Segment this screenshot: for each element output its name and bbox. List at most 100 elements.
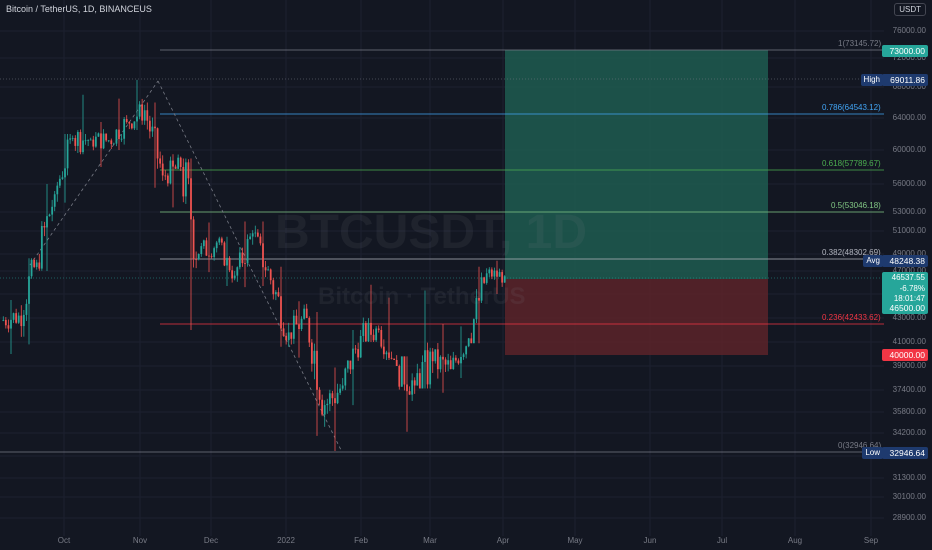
- candle-body: [501, 272, 504, 283]
- candle-body: [159, 158, 162, 164]
- candle-body: [416, 373, 419, 386]
- candle-body: [393, 358, 396, 360]
- candle-body: [377, 328, 380, 330]
- candle-body: [71, 138, 74, 139]
- y-axis-label: 30100.00: [892, 492, 926, 501]
- target-price-tag: 73000.00: [882, 45, 928, 57]
- candle-body: [424, 350, 426, 362]
- candle-body: [256, 232, 259, 237]
- candle-body: [97, 133, 100, 137]
- candle-body: [478, 297, 480, 301]
- candle-body: [246, 239, 249, 264]
- candle-body: [233, 275, 236, 279]
- fib-label: 0.618(57789.67): [822, 159, 881, 168]
- candle-body: [277, 292, 280, 297]
- y-axis-label: 39000.00: [892, 361, 926, 370]
- candle-body: [439, 356, 442, 370]
- stop-zone: [505, 279, 768, 355]
- candle-body: [364, 323, 367, 342]
- candle-body: [53, 194, 56, 207]
- avg-label: Avg: [863, 255, 883, 267]
- candle-body: [123, 119, 126, 139]
- candle-body: [177, 157, 180, 169]
- candle-body: [169, 160, 172, 184]
- candle-body: [254, 232, 257, 234]
- candle-body: [290, 332, 293, 339]
- candle-body: [496, 270, 498, 277]
- candle-body: [102, 133, 105, 149]
- x-axis-label: Feb: [354, 536, 368, 545]
- candle-body: [249, 236, 252, 240]
- candle-body: [308, 318, 311, 343]
- candle-body: [164, 175, 167, 177]
- candle-body: [339, 388, 342, 393]
- candle-body: [382, 346, 385, 355]
- candle-body: [429, 351, 432, 385]
- candle-body: [411, 380, 414, 395]
- currency-button[interactable]: USDT: [894, 3, 926, 16]
- candle-body: [143, 110, 146, 121]
- x-axis-label: 2022: [277, 536, 295, 545]
- candle-body: [493, 270, 496, 277]
- candle-body: [100, 133, 102, 149]
- candle-body: [470, 338, 473, 344]
- candle-body: [328, 393, 331, 404]
- candle-body: [287, 332, 290, 341]
- candle-body: [43, 225, 46, 228]
- candle-body: [264, 267, 267, 271]
- candle-body: [488, 269, 491, 274]
- candle-body: [7, 325, 10, 329]
- candle-body: [447, 360, 450, 365]
- candle-body: [197, 254, 200, 260]
- candle-body: [146, 110, 149, 121]
- candle-body: [82, 140, 84, 153]
- candle-body: [434, 349, 437, 362]
- low-price-tag: 32946.64: [882, 447, 928, 459]
- candle-body: [66, 139, 69, 169]
- candle-body: [223, 242, 226, 266]
- candle-body: [30, 259, 33, 277]
- low-label: Low: [862, 447, 883, 459]
- candle-body: [118, 129, 120, 140]
- candle-body: [4, 319, 7, 326]
- candle-body: [130, 123, 133, 129]
- candle-body: [452, 357, 455, 369]
- candle-body: [61, 177, 64, 179]
- candle-body: [200, 246, 203, 254]
- avg-price-tag: 48248.38: [882, 255, 928, 267]
- candle-body: [295, 315, 298, 325]
- candle-body: [367, 322, 370, 342]
- candle-body: [274, 292, 277, 295]
- candle-body: [426, 350, 429, 385]
- fib-label: 0(32946.64): [838, 441, 882, 450]
- candle-body: [35, 262, 38, 267]
- entry-price-tag: 46500.00: [882, 302, 928, 314]
- candle-body: [318, 389, 321, 400]
- candle-body: [195, 259, 198, 260]
- candle-body: [94, 136, 97, 147]
- candle-body: [480, 277, 483, 301]
- candle-body: [336, 392, 339, 404]
- candle-body: [421, 361, 424, 389]
- candle-body: [138, 104, 141, 117]
- candle-body: [231, 270, 234, 279]
- x-axis-label: Apr: [496, 536, 510, 545]
- candle-body: [236, 267, 239, 276]
- candle-body: [17, 315, 20, 323]
- candle-body: [398, 366, 401, 387]
- candle-body: [210, 256, 213, 258]
- candle-body: [115, 129, 118, 144]
- candle-body: [151, 126, 154, 132]
- candle-body: [76, 132, 79, 146]
- candle-body: [56, 185, 59, 195]
- candle-body: [89, 139, 92, 141]
- candle-body: [359, 336, 362, 358]
- candle-body: [370, 322, 372, 335]
- candle-body: [467, 338, 470, 347]
- candle-body: [388, 352, 390, 358]
- candle-body: [331, 393, 334, 399]
- x-axis-label: Sep: [863, 536, 879, 545]
- candle-body: [334, 398, 336, 404]
- y-axis-label: 41000.00: [892, 337, 926, 346]
